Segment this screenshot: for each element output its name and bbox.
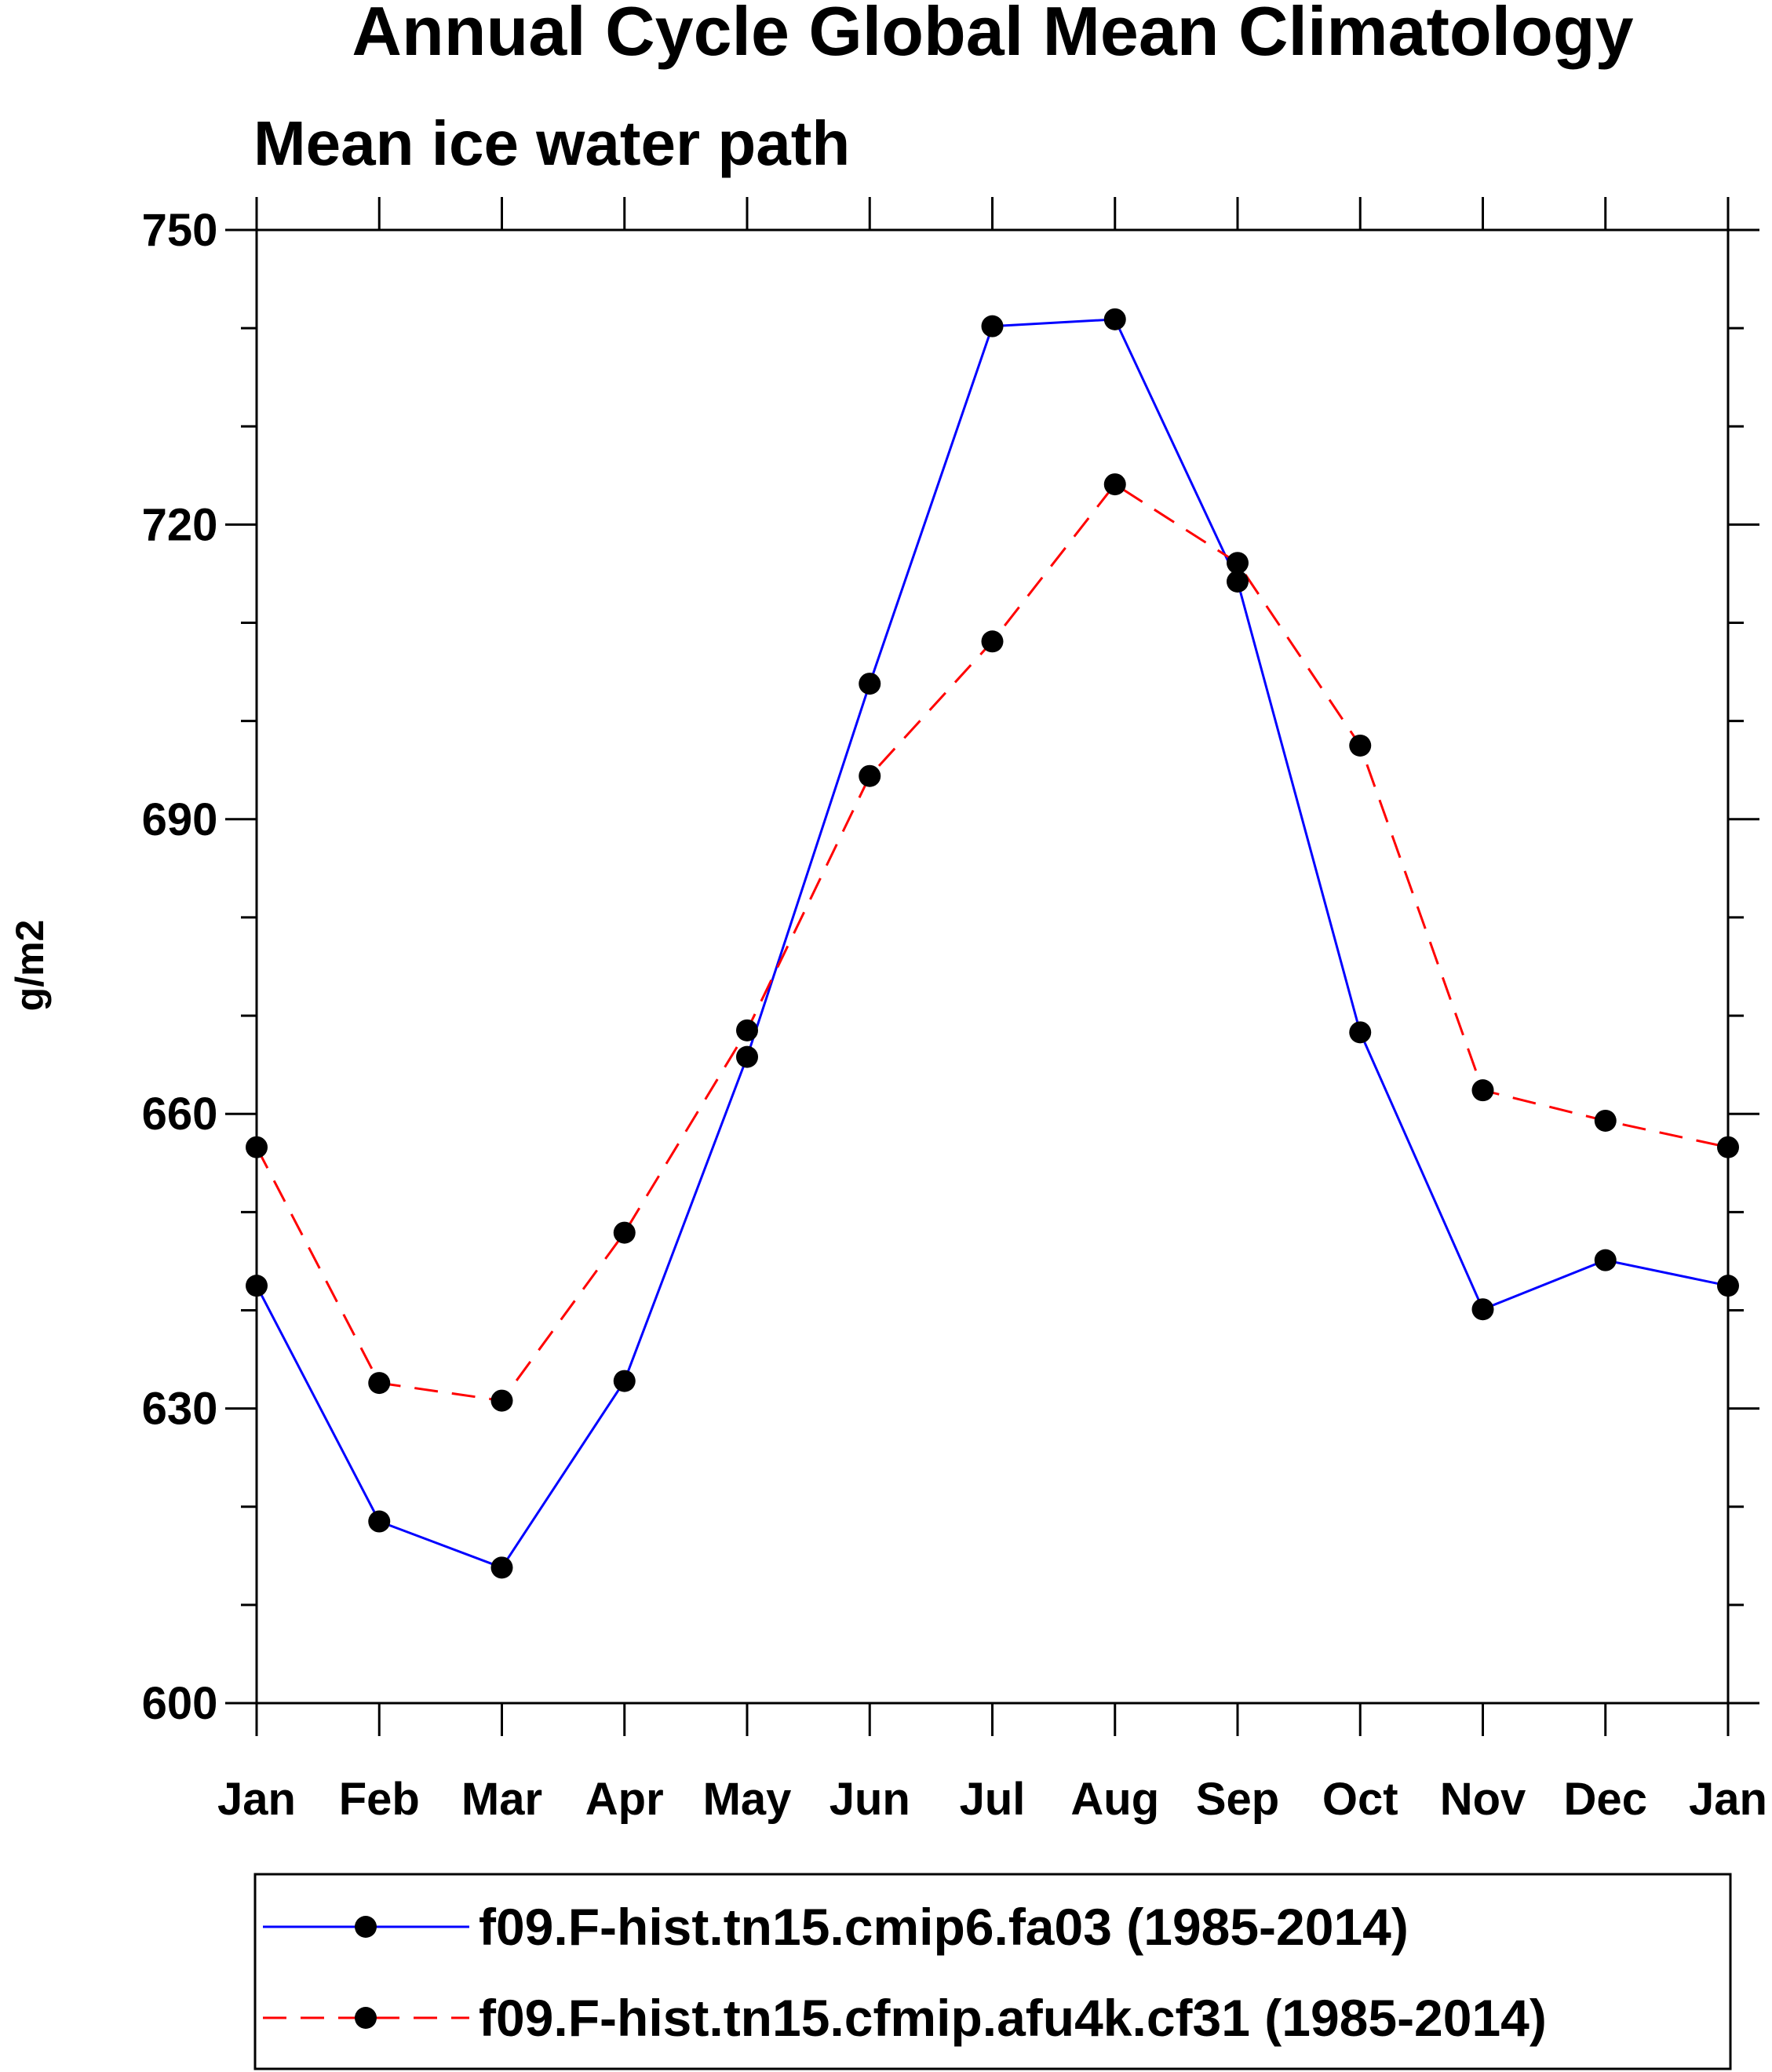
legend-marker-series-1 — [355, 1916, 377, 1938]
series-1-point — [613, 1370, 636, 1392]
x-tick-label: Jan — [217, 1774, 296, 1825]
series-2-point — [368, 1372, 391, 1395]
plot-frame — [255, 228, 1730, 1705]
y-tick-labels: 600 630 660 690 720 750 — [142, 205, 218, 1729]
series-1-point — [859, 673, 881, 695]
series-2-point — [1717, 1136, 1739, 1158]
series-2-point — [981, 630, 1004, 653]
series-1-point — [368, 1510, 391, 1533]
x-tick-label: Mar — [461, 1774, 542, 1825]
y-tick-label: 630 — [142, 1384, 218, 1435]
series-2-point — [1349, 734, 1372, 757]
y-axis-label: g/m2 — [8, 920, 52, 1012]
series-2-point — [490, 1389, 513, 1412]
series-2-point — [613, 1221, 636, 1244]
series-1-point — [1717, 1275, 1739, 1297]
x-tick-label: Aug — [1070, 1774, 1159, 1825]
series-2-point — [1471, 1079, 1494, 1102]
x-tick-label: Nov — [1440, 1774, 1526, 1825]
x-tick-label: Dec — [1564, 1774, 1647, 1825]
legend-marker-series-2 — [355, 2007, 377, 2029]
y-tick-label: 720 — [142, 499, 218, 550]
y-tick-label: 750 — [142, 205, 218, 256]
legend-label-series-1: f09.F-hist.tn15.cmip6.fa03 (1985-2014) — [479, 1898, 1409, 1956]
y-tick-label: 690 — [142, 794, 218, 845]
chart-title: Annual Cycle Global Mean Climatology — [352, 0, 1633, 70]
x-tick-label: Jul — [960, 1774, 1026, 1825]
series-2-point — [1103, 473, 1126, 496]
x-tick-label: Jun — [829, 1774, 910, 1825]
x-tick-label: Apr — [585, 1774, 664, 1825]
x-tick-label: Sep — [1196, 1774, 1279, 1825]
x-tick-label: Oct — [1322, 1774, 1398, 1825]
series-1-point — [1227, 570, 1249, 593]
chart-subtitle: Mean ice water path — [253, 108, 850, 178]
series-1-point — [1594, 1249, 1617, 1271]
legend-box — [253, 1873, 1732, 2070]
x-tick-labels: Jan Feb Mar Apr May Jun Jul Aug Sep Oct Nov Dec Jan — [217, 1774, 1767, 1825]
x-tick-label: May — [703, 1774, 792, 1825]
series-2-point — [1594, 1109, 1617, 1132]
y-tick-label: 660 — [142, 1089, 218, 1140]
series-1-point — [246, 1275, 268, 1297]
series-2-point — [859, 764, 881, 787]
series-line-1 — [255, 318, 1729, 1570]
y-tick-label: 600 — [142, 1678, 218, 1729]
series-1-point — [1103, 308, 1126, 330]
series-1-point — [736, 1045, 758, 1068]
legend: f09.F-hist.tn15.cmip6.fa03 (1985-2014) f… — [253, 1873, 1732, 2070]
series-1-point — [1349, 1021, 1372, 1044]
series-1-point — [981, 315, 1004, 337]
ticks-layer — [225, 197, 1759, 1736]
series-2-point — [736, 1019, 758, 1041]
x-tick-label: Jan — [1689, 1774, 1767, 1825]
series-1-point — [1471, 1298, 1494, 1321]
series-layer — [246, 308, 1739, 1579]
series-2-point — [1227, 552, 1249, 575]
series-1-point — [490, 1556, 513, 1579]
x-tick-label: Feb — [339, 1774, 420, 1825]
series-2-point — [246, 1136, 268, 1158]
legend-label-series-2: f09.F-hist.tn15.cfmip.afu4k.cf31 (1985-2… — [479, 1989, 1547, 2047]
series-line-2 — [255, 483, 1729, 1403]
